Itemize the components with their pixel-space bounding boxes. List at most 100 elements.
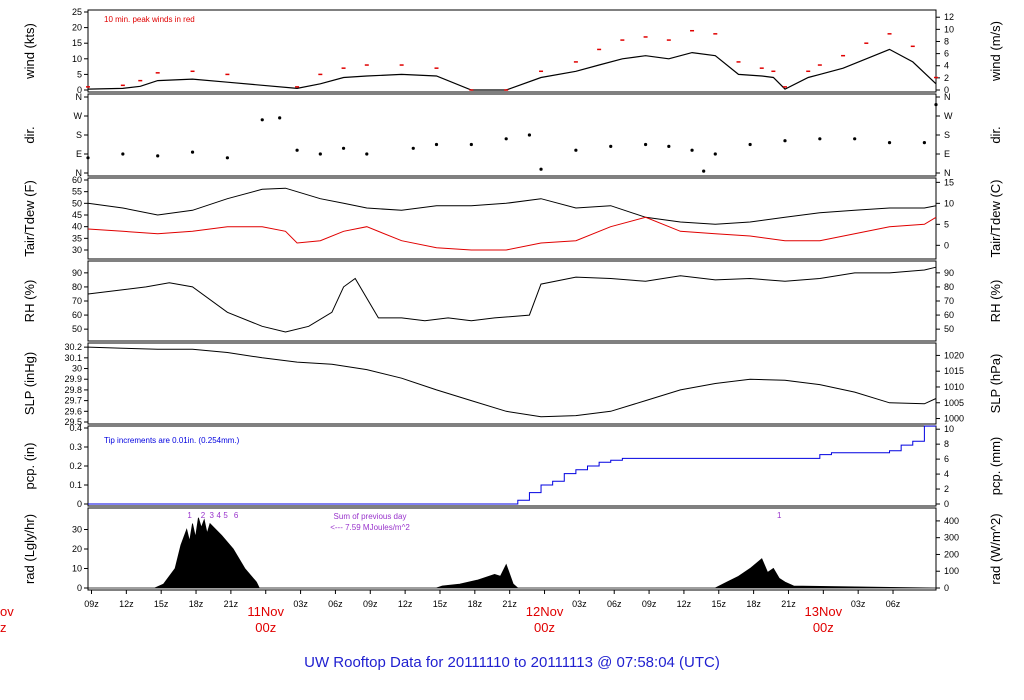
rad-ytick-right-label: 200 <box>944 549 959 559</box>
dir-ytick-right-label: E <box>944 149 950 159</box>
rad-ytick-right-label: 300 <box>944 533 959 543</box>
rad-marker: 6 <box>234 511 239 520</box>
dir-ytick-label: S <box>76 130 82 140</box>
day-date-label: 12Nov <box>526 604 564 619</box>
dir-ytick-right-label: N <box>944 92 951 102</box>
rad-series <box>88 517 937 589</box>
dir-point <box>818 137 822 141</box>
dir-point <box>643 142 648 147</box>
temp-series-tdew <box>87 216 937 251</box>
temp-ytick-label: 35 <box>72 233 82 243</box>
dir-point <box>86 156 90 160</box>
wind-ytick-label: 10 <box>72 54 82 64</box>
dir-ylabel-right: dir. <box>988 126 1003 143</box>
x-tick-label: 06z <box>328 599 343 609</box>
dir-point <box>922 141 926 145</box>
time-axis: 09z 12z 15z 18z 21z 03z 06z 09z 12z 15z 18z 21z 03z 0… <box>0 590 901 635</box>
temp-ylabel: Tair/Tdew (F) <box>22 180 37 257</box>
rad-ytick-label: 20 <box>72 544 82 554</box>
slp-ytick-label: 29.7 <box>64 396 82 406</box>
dir-point <box>278 116 282 120</box>
x-tick-label: 09z <box>363 599 378 609</box>
panel-rh: RH (%) RH (%) 50 60 70 80 90 50 60 70 80 90 <box>22 260 1003 342</box>
rad-ytick-right-label: 0 <box>944 583 949 593</box>
dir-point <box>121 152 125 156</box>
x-tick-label: 18z <box>189 599 204 609</box>
slp-series <box>87 346 937 418</box>
pcp-ytick-right-label: 4 <box>944 469 949 479</box>
rad-ytick-right-label: 400 <box>944 516 959 526</box>
rh-ytick-right-label: 70 <box>944 296 954 306</box>
temp-ytick-right-label: 15 <box>944 177 954 187</box>
x-tick-label: 09z <box>642 599 657 609</box>
slp-ytick-right-label: 1020 <box>944 350 964 360</box>
wind-frame <box>87 9 937 93</box>
rh-ytick-label: 50 <box>72 324 82 334</box>
wind-ytick-right-label: 10 <box>944 24 954 34</box>
pcp-ytick-right-label: 10 <box>944 424 954 434</box>
dir-ytick-right-label: N <box>944 168 951 178</box>
dir-point <box>702 169 706 173</box>
panel-temp: Tair/Tdew (F) Tair/Tdew (C)30354045505560… <box>22 175 1003 260</box>
dir-point <box>365 152 369 156</box>
x-tick-label: 03z <box>851 599 866 609</box>
dir-point <box>341 146 346 150</box>
rh-ytick-right-label: 80 <box>944 282 954 292</box>
panel-slp: SLP (inHg) SLP (hPa)29.529.629.729.829.93… <box>22 342 1003 427</box>
wind-annotation: 10 min. peak winds in red <box>104 15 195 24</box>
wind-ytick-label: 15 <box>72 38 82 48</box>
temp-ylabel-right: Tair/Tdew (C) <box>988 179 1003 257</box>
rh-ytick-label: 70 <box>72 296 82 306</box>
slp-ytick-label: 30.1 <box>64 353 82 363</box>
dir-ylabel: dir. <box>22 126 37 143</box>
x-tick-label: 12z <box>398 599 413 609</box>
x-tick-label: 12z <box>119 599 134 609</box>
slp-ytick-label: 30 <box>72 364 82 374</box>
dir-ytick-label: N <box>76 92 83 102</box>
dir-point <box>853 137 857 141</box>
rad-ytick-label: 10 <box>72 564 82 574</box>
x-tick-label: 15z <box>433 599 448 609</box>
dir-point <box>156 154 160 158</box>
rad-marker: 1 <box>187 511 192 520</box>
wind-ytick-right-label: 4 <box>944 61 949 71</box>
dir-point <box>574 148 578 152</box>
pcp-ytick-label: 0.3 <box>69 442 82 452</box>
x-tick-label: 21z <box>781 599 796 609</box>
slp-ytick-label: 29.9 <box>64 374 82 384</box>
rh-ytick-label: 90 <box>72 268 82 278</box>
temp-frame <box>87 177 937 260</box>
partial-day-hour: z <box>0 620 7 635</box>
wind-speed-series <box>87 48 937 91</box>
temp-ytick-label: 45 <box>72 210 82 220</box>
rh-ylabel-right: RH (%) <box>988 280 1003 323</box>
dir-point <box>934 103 938 107</box>
x-tick-label: 09z <box>84 599 99 609</box>
dir-ytick-label: N <box>76 168 83 178</box>
rad-annotation-line1: Sum of previous day <box>334 512 407 521</box>
pcp-ytick-right-label: 8 <box>944 439 949 449</box>
x-tick-label: 03z <box>293 599 308 609</box>
dir-ytick-label: W <box>74 111 83 121</box>
wind-ytick-label: 25 <box>72 7 82 17</box>
pcp-ytick-label: 0.1 <box>69 480 82 490</box>
slp-frame <box>87 342 937 425</box>
rad-ylabel: rad (Lgly/hr) <box>22 514 37 584</box>
dir-point <box>539 167 543 171</box>
rh-ylabel: RH (%) <box>22 280 37 323</box>
wind-ytick-right-label: 6 <box>944 49 949 59</box>
dir-point <box>527 133 532 137</box>
wind-ytick-label: 20 <box>72 23 82 33</box>
wind-ylabel-right: wind (m/s) <box>988 21 1003 82</box>
dir-point <box>887 141 892 145</box>
dir-point <box>295 148 299 152</box>
wind-ytick-label: 5 <box>77 69 82 79</box>
temp-ytick-label: 40 <box>72 222 82 232</box>
x-tick-label: 03z <box>572 599 587 609</box>
wind-ylabel: wind (kts) <box>22 23 37 80</box>
wind-ytick-right-label: 12 <box>944 12 954 22</box>
day-hour-label: 00z <box>813 620 834 635</box>
x-tick-label: 15z <box>154 599 169 609</box>
wind-ytick-right-label: 2 <box>944 73 949 83</box>
x-tick-label: 15z <box>712 599 727 609</box>
